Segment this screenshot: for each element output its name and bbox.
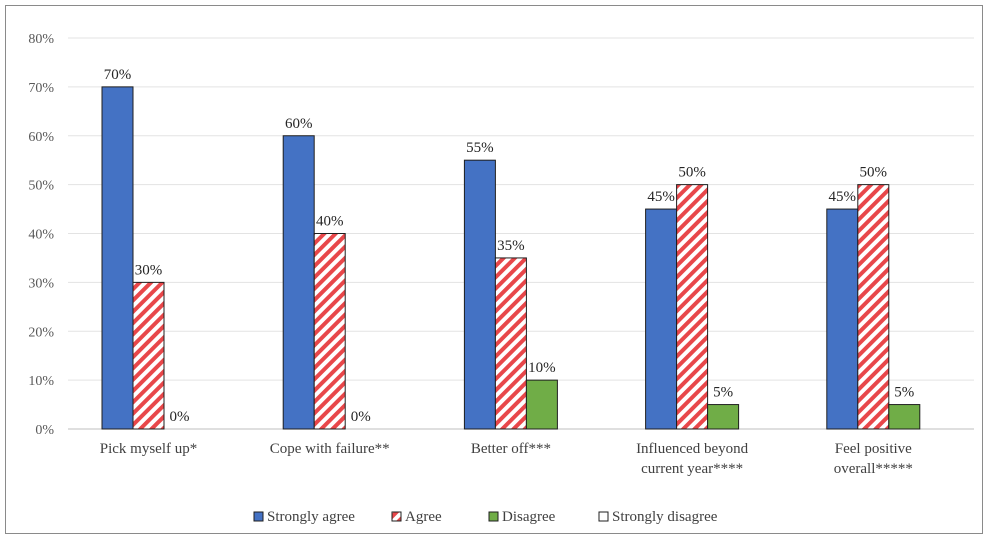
- legend: Strongly agree Agree Disagree Strongly disa…: [253, 509, 718, 525]
- y-tick-label: 50%: [28, 179, 54, 194]
- data-label: 45%: [647, 189, 675, 205]
- category-label: Influenced beyond: [636, 441, 749, 457]
- data-label: 55%: [466, 140, 494, 156]
- bar-agree: [313, 233, 346, 430]
- bar-strongly-agree: [282, 135, 315, 430]
- y-tick-label: 40%: [28, 228, 54, 243]
- legend-label: Strongly disagree: [612, 509, 718, 525]
- legend-swatch: [253, 511, 264, 522]
- category-label: current year****: [641, 461, 743, 477]
- bar-chart: 0% 10% 20% 30% 40% 50% 60% 70% 80% 70% 30% 0% 60% 40…: [28, 32, 974, 525]
- data-label: 30%: [135, 262, 163, 278]
- legend-swatch: [488, 511, 499, 522]
- category-label: Better off***: [471, 441, 551, 457]
- bar-agree: [132, 281, 165, 430]
- bar-strongly-agree: [645, 208, 678, 430]
- y-tick-label: 70%: [28, 81, 54, 96]
- category-label: Pick myself up*: [100, 441, 198, 457]
- data-label: 45%: [829, 189, 857, 205]
- data-labels: 70%30%0%60%40%0%55%35%10%45%50%5%45%50%5…: [104, 67, 915, 425]
- data-label: 5%: [713, 385, 733, 401]
- y-tick-label: 20%: [28, 325, 54, 340]
- category-label: overall*****: [834, 461, 913, 477]
- chart-frame: 0% 10% 20% 30% 40% 50% 60% 70% 80% 70% 30% 0% 60% 40…: [5, 5, 983, 534]
- data-label: 0%: [351, 409, 371, 425]
- bar-agree: [494, 257, 527, 430]
- legend-swatch: [598, 511, 609, 522]
- y-tick-label: 60%: [28, 130, 54, 145]
- bar-agree: [857, 184, 890, 430]
- bar-agree: [676, 184, 709, 430]
- y-tick-label: 0%: [35, 423, 54, 438]
- data-label: 35%: [497, 238, 525, 254]
- bar-disagree: [525, 379, 558, 430]
- bar-strongly-agree: [101, 86, 134, 430]
- y-axis-ticks: 0% 10% 20% 30% 40% 50% 60% 70% 80%: [28, 32, 54, 438]
- category-label: Feel positive: [835, 441, 912, 457]
- legend-label: Agree: [405, 509, 442, 525]
- y-tick-label: 30%: [28, 276, 54, 291]
- bar-disagree: [707, 404, 740, 430]
- category-label: Cope with failure**: [270, 441, 390, 457]
- legend-label: Strongly agree: [267, 509, 355, 525]
- bar-strongly-agree: [463, 159, 496, 430]
- category-labels: Pick myself up* Cope with failure** Better…: [100, 441, 913, 477]
- bar-strongly-agree: [826, 208, 859, 430]
- data-label: 70%: [104, 67, 132, 83]
- data-label: 50%: [678, 165, 706, 181]
- data-label: 10%: [528, 360, 556, 376]
- y-tick-label: 80%: [28, 32, 54, 47]
- bar-disagree: [888, 404, 921, 430]
- bars: [101, 86, 921, 430]
- gridlines: [68, 37, 974, 430]
- data-label: 40%: [316, 214, 344, 230]
- data-label: 60%: [285, 116, 313, 132]
- legend-swatch: [391, 511, 402, 522]
- data-label: 0%: [170, 409, 190, 425]
- data-label: 50%: [860, 165, 888, 181]
- legend-label: Disagree: [502, 509, 556, 525]
- y-tick-label: 10%: [28, 374, 54, 389]
- data-label: 5%: [894, 385, 914, 401]
